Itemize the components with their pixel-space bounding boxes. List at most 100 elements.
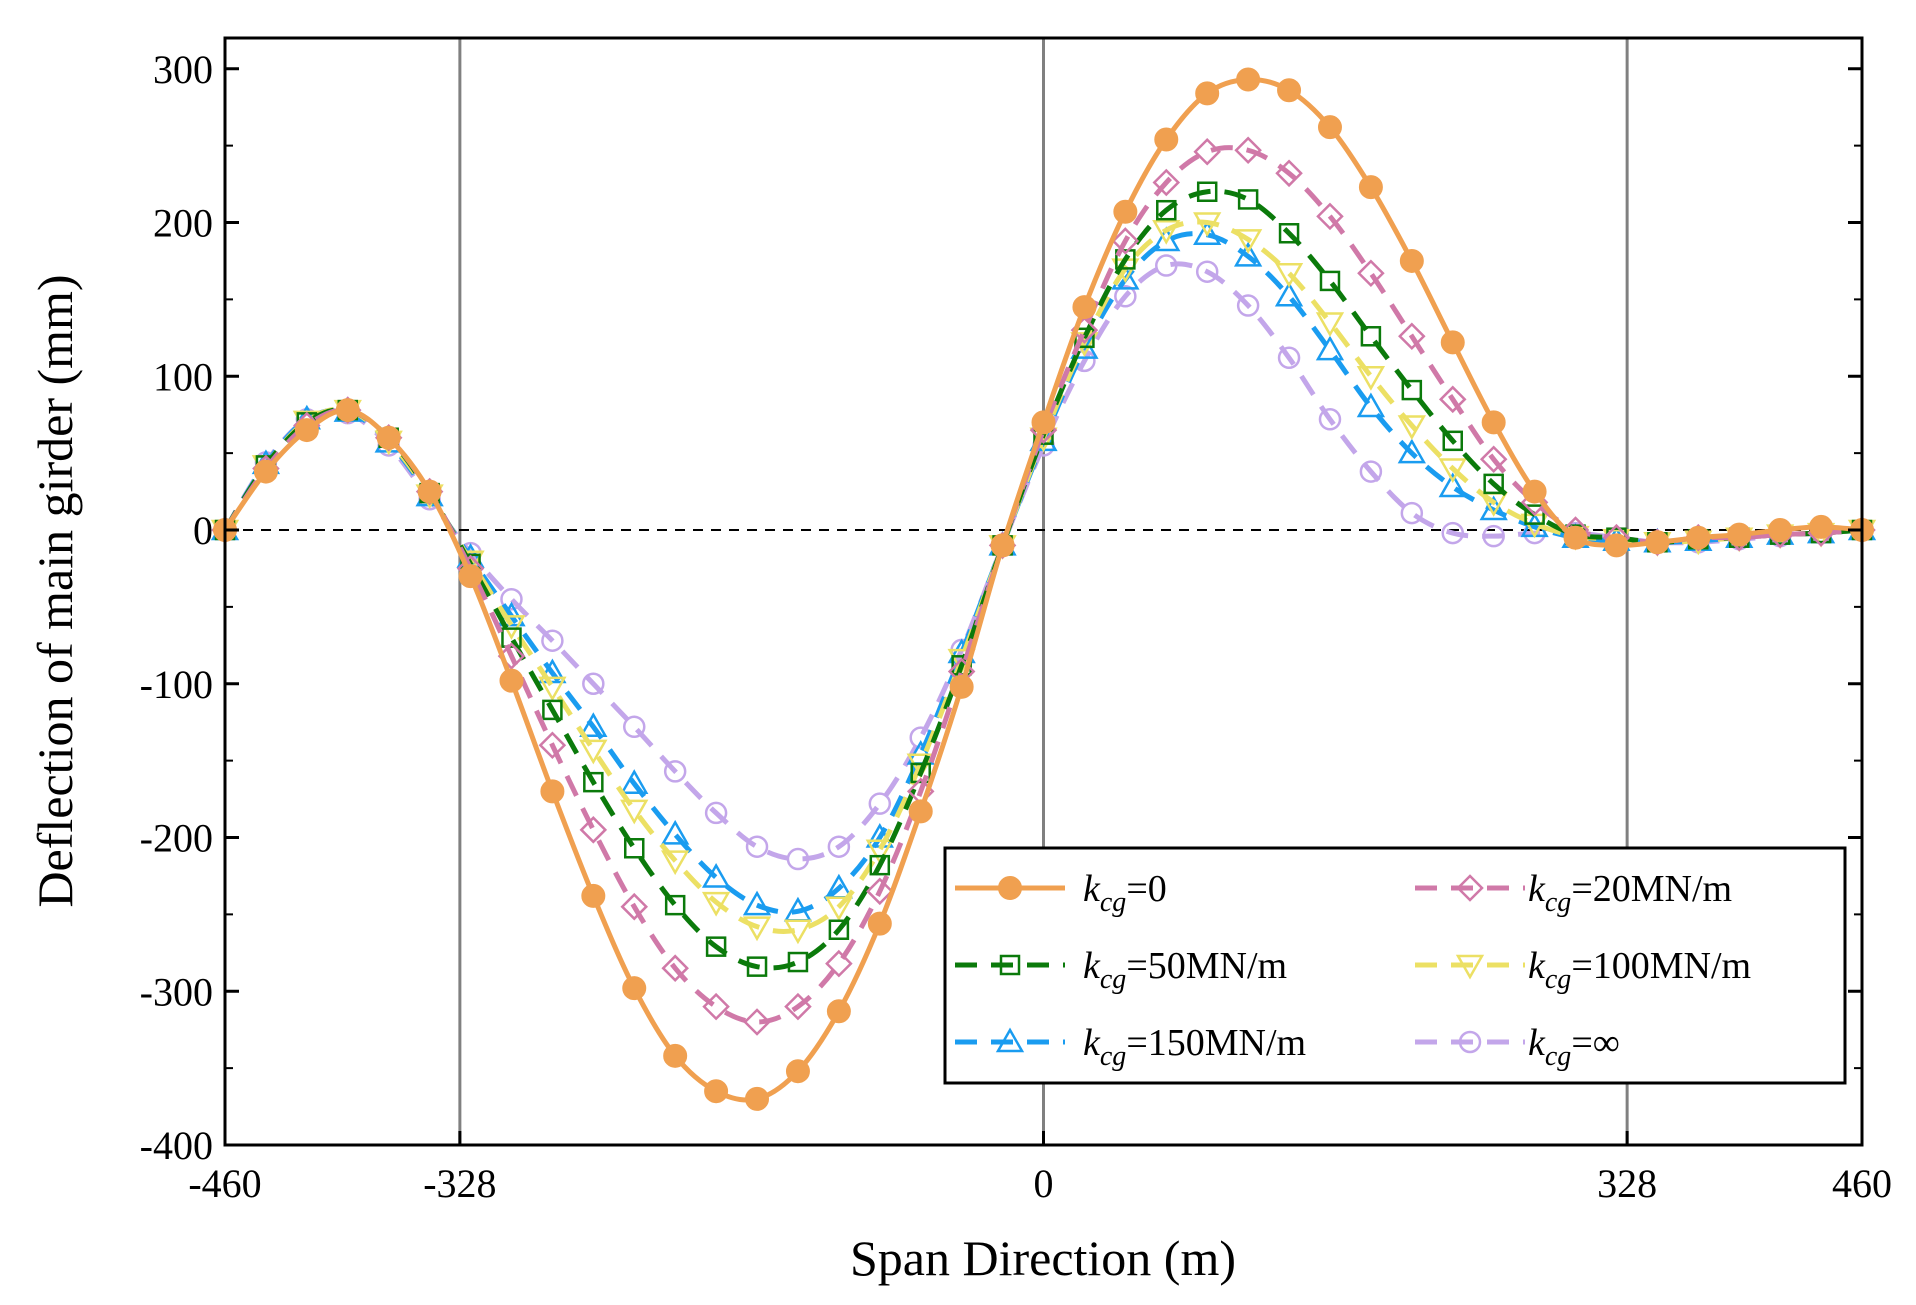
data-point: [1768, 518, 1793, 542]
data-point: [701, 891, 731, 917]
x-axis-title: Span Direction (m): [850, 1230, 1236, 1286]
data-point: [1522, 479, 1547, 504]
legend-label: kcg=∞: [1528, 1022, 1620, 1072]
data-point: [500, 587, 523, 611]
data-point: [1111, 227, 1140, 255]
data-point: [824, 896, 854, 922]
data-point: [1727, 522, 1752, 547]
data-point: [1479, 495, 1508, 521]
data-point: [1233, 241, 1263, 267]
data-point: [1234, 136, 1262, 165]
data-point: [745, 1086, 770, 1111]
data-point: [1440, 330, 1465, 355]
data-point: [664, 894, 686, 916]
legend-label: kcg=20MN/m: [1528, 868, 1732, 918]
legend-marker: [999, 954, 1021, 976]
data-point: [1686, 525, 1711, 550]
y-tick-label: -200: [140, 816, 213, 861]
data-point: [705, 936, 727, 957]
data-point: [1438, 385, 1467, 414]
data-point: [1193, 212, 1222, 238]
data-point: [825, 949, 853, 978]
data-point: [663, 760, 687, 783]
data-point: [538, 658, 567, 684]
data-point: [1441, 521, 1464, 545]
data-point: [1401, 379, 1423, 401]
data-point: [1645, 530, 1670, 555]
data-point: [990, 533, 1015, 558]
data-point: [1438, 458, 1467, 484]
data-point: [1399, 248, 1424, 273]
data-point: [787, 951, 809, 973]
data-point: [742, 916, 772, 942]
data-point: [582, 672, 605, 695]
data-point: [701, 862, 731, 888]
data-point: [1113, 199, 1138, 224]
data-point: [458, 564, 483, 589]
legend-label: kcg=50MN/m: [1083, 945, 1287, 995]
data-point: [620, 799, 649, 825]
legend-label: kcg=0: [1083, 868, 1167, 918]
data-point: [906, 753, 935, 779]
data-point: [663, 1043, 688, 1068]
data-point: [1524, 504, 1545, 525]
series-line-3: [222, 219, 1863, 934]
data-point: [623, 715, 646, 739]
y-tick-label: 0: [193, 508, 213, 553]
data-point: [704, 801, 728, 825]
data-point: [1152, 168, 1181, 197]
data-point: [499, 668, 524, 693]
data-point: [704, 1079, 729, 1104]
data-point: [1236, 67, 1261, 92]
data-point: [1195, 260, 1219, 283]
data-point: [1360, 326, 1382, 347]
data-point: [1115, 249, 1136, 270]
data-point: [908, 799, 933, 824]
data-point: [826, 999, 851, 1024]
series-line-2: [222, 188, 1863, 971]
x-tick-label: 0: [1034, 1161, 1054, 1206]
data-point: [910, 762, 931, 784]
data-point: [1114, 285, 1137, 308]
data-point: [661, 954, 689, 982]
data-point: [1277, 346, 1301, 370]
data-point: [702, 992, 730, 1021]
data-point: [1358, 175, 1383, 200]
axes-layer: -460 -328 0 328 460 -400 -300 -200 -100 0 100 200 30…: [140, 47, 1892, 1206]
data-point: [1398, 322, 1426, 351]
data-point: [583, 771, 604, 793]
data-point: [1233, 229, 1263, 254]
data-point: [783, 919, 813, 945]
data-point: [541, 629, 564, 652]
legend-marker: [995, 1027, 1025, 1053]
data-point: [949, 674, 974, 699]
data-point: [538, 676, 567, 702]
data-point: [1316, 202, 1344, 231]
data-point: [1152, 226, 1181, 252]
y-tick-label: 300: [153, 47, 213, 92]
data-point: [1236, 294, 1260, 317]
data-point: [1482, 524, 1505, 548]
data-point: [1356, 392, 1386, 418]
legend-marker: [1458, 1030, 1482, 1054]
data-point: [1400, 501, 1424, 525]
data-point: [1072, 295, 1097, 320]
data-point: [746, 956, 768, 977]
data-point: [1315, 312, 1345, 337]
data-point: [1319, 270, 1341, 292]
y-tick-label: -300: [140, 969, 213, 1014]
data-point: [579, 816, 608, 844]
data-point: [827, 835, 851, 858]
data-point: [1356, 366, 1386, 391]
legend-marker: [1455, 954, 1485, 980]
data-point: [1031, 410, 1056, 435]
legend-item-2: kcg=50MN/m: [955, 945, 1287, 995]
data-point: [417, 479, 442, 504]
legend-marker: [1456, 874, 1484, 902]
data-point: [620, 769, 649, 794]
data-point: [1274, 281, 1304, 307]
data-point: [1155, 254, 1178, 277]
data-point: [784, 992, 812, 1021]
series-layer: [210, 67, 1877, 1111]
legend-marker: [998, 876, 1022, 900]
